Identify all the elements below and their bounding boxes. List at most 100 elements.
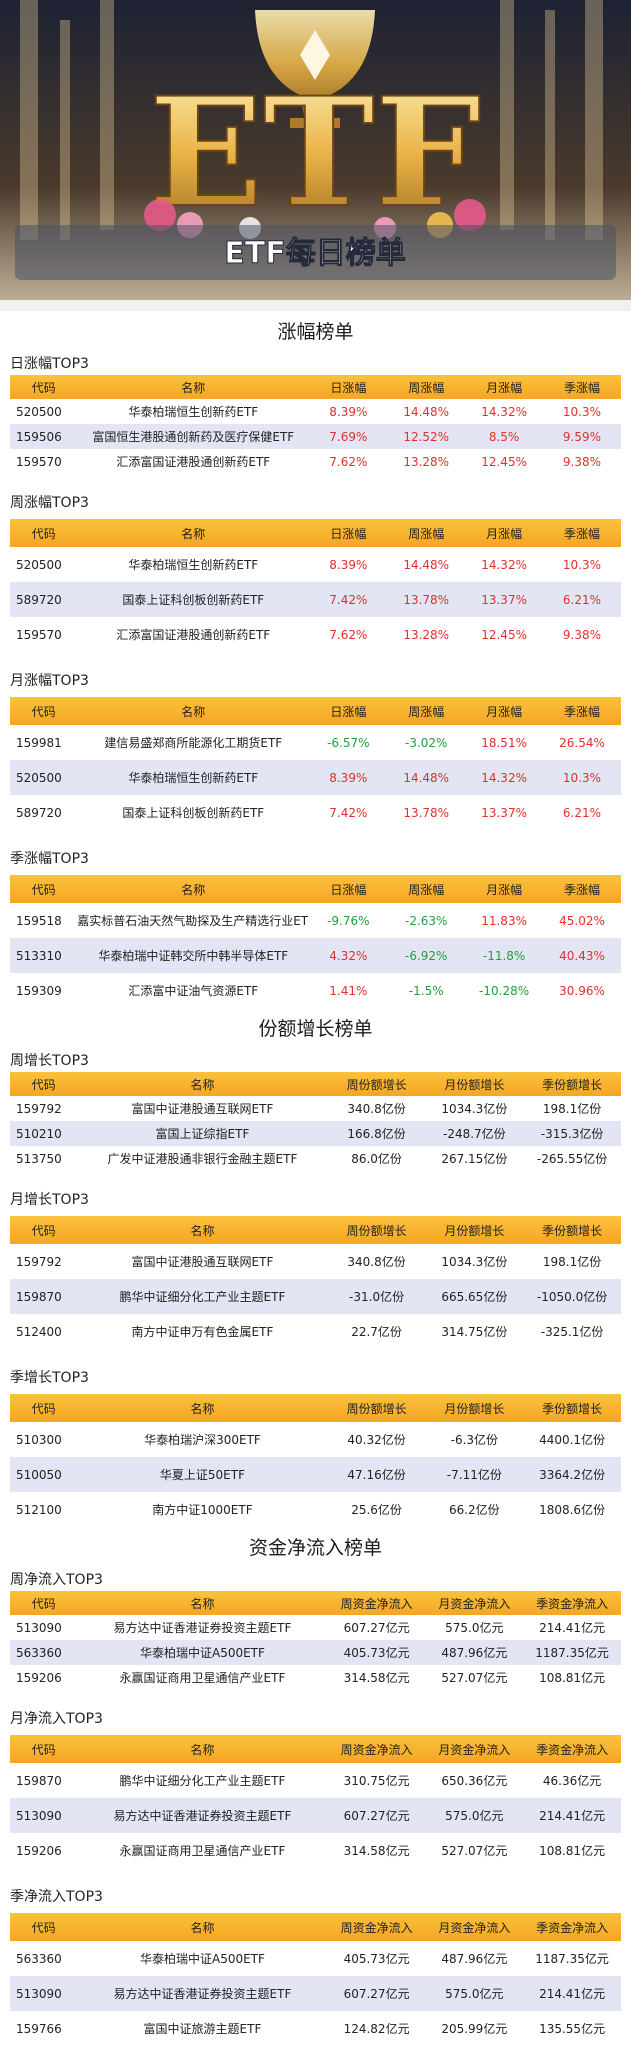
table-cell: 108.81亿元 — [539, 1844, 606, 1858]
header-cell: 季资金净流入 — [536, 1920, 609, 1935]
header-cell: 季资金净流入 — [536, 1596, 609, 1611]
header-cell: 名称 — [190, 1742, 215, 1757]
header-cell: 周涨幅 — [408, 526, 445, 541]
table-cell: 159870 — [16, 1289, 62, 1304]
header-cell: 周涨幅 — [408, 882, 445, 897]
table-row: 159518 嘉实标普石油天然气勘探及生产精选行业ETF -9.76% -2.63% 1… — [10, 903, 621, 938]
header-cell: 月份额增长 — [444, 1077, 505, 1092]
table-cell: 510300 — [16, 1432, 62, 1447]
section-title: 资金净流入榜单 — [248, 1537, 382, 1559]
table-cell: -6.92% — [404, 948, 448, 963]
header-cell: 代码 — [31, 1401, 56, 1416]
table-cell: 527.07亿元 — [441, 1844, 508, 1858]
header-cell: 周份额增长 — [346, 1223, 407, 1238]
table-row: 159570 汇添富国证港股通创新药ETF 7.62% 13.28% 12.45% 9.3… — [10, 617, 621, 652]
table-cell: -2.63% — [404, 913, 448, 928]
table-header: 代码 名称 周份额增长 月份额增长 季份额增长 — [10, 1072, 621, 1096]
table-cell: 富国上证综指ETF — [155, 1127, 250, 1141]
table-cell: 166.8亿份 — [347, 1127, 406, 1141]
table-cell: -31.0亿份 — [349, 1290, 405, 1304]
table-cell: 汇添富国证港股通创新药ETF — [116, 628, 271, 642]
table-cell: 华夏上证50ETF — [159, 1468, 245, 1482]
header-cell: 季份额增长 — [542, 1401, 603, 1416]
table-header: 代码 名称 日涨幅 周涨幅 月涨幅 季涨幅 — [10, 519, 621, 547]
table-cell: 159506 — [16, 429, 62, 444]
table-cell: 520500 — [16, 404, 62, 419]
header-cell: 代码 — [31, 882, 56, 897]
table-block: 周增长TOP3 代码 名称 周份额增长 月份额增长 季份额增长 159792 富国中证港股通互… — [0, 1047, 631, 1171]
table-cell: 易方达中证香港证券投资主题ETF — [113, 1621, 292, 1635]
table-cell: 1034.3亿份 — [441, 1102, 508, 1116]
table-cell: 1034.3亿份 — [441, 1255, 508, 1269]
table-row: 520500 华泰柏瑞恒生创新药ETF 8.39% 14.48% 14.32% 10.3% — [10, 760, 621, 795]
table-cell: -265.55亿份 — [536, 1152, 608, 1166]
page-title: ETF每日榜单 — [224, 236, 405, 271]
table-cell: 510050 — [16, 1467, 62, 1482]
table-cell: 22.7亿份 — [351, 1325, 402, 1339]
table-cell: -11.8% — [482, 948, 526, 963]
table: 代码 名称 周资金净流入 月资金净流入 季资金净流入 563360 华泰柏瑞中证A500ET… — [10, 1913, 621, 2046]
table-cell: 9.59% — [562, 429, 602, 444]
table-title: 日涨幅TOP3 — [10, 356, 89, 372]
table-cell: 华泰柏瑞中证A500ETF — [139, 1952, 265, 1966]
table-cell: 650.36亿元 — [441, 1774, 508, 1788]
table-cell: 8.5% — [488, 429, 520, 444]
table-block: 月涨幅TOP3 代码 名称 日涨幅 周涨幅 月涨幅 季涨幅 159981 建信易盛郑商所能源化工… — [0, 652, 631, 830]
header-cell: 代码 — [31, 1742, 56, 1757]
header-cell: 月份额增长 — [444, 1223, 505, 1238]
header-cell: 季资金净流入 — [536, 1742, 609, 1757]
table-cell: 45.02% — [559, 913, 605, 928]
table-cell: 13.78% — [403, 592, 450, 607]
header-cell: 周资金净流入 — [340, 1742, 413, 1757]
table-cell: 9.38% — [562, 627, 602, 642]
table-row: 513090 易方达中证香港证券投资主题ETF 607.27亿元 575.0亿元 214… — [10, 1976, 621, 2011]
table: 代码 名称 日涨幅 周涨幅 月涨幅 季涨幅 159981 建信易盛郑商所能源化工期货ETF -6… — [10, 697, 621, 830]
table-cell: 589720 — [16, 592, 62, 607]
table-cell: 7.42% — [329, 805, 368, 820]
table-block: 周净流入TOP3 代码 名称 周资金净流入 月资金净流入 季资金净流入 513090 易方达中… — [0, 1566, 631, 1690]
table-cell: 159570 — [16, 454, 62, 469]
table-cell: 4.32% — [329, 948, 368, 963]
table-cell: 314.75亿份 — [441, 1325, 508, 1339]
table-cell: 589720 — [16, 805, 62, 820]
table-row: 159792 富国中证港股通互联网ETF 340.8亿份 1034.3亿份 198.1亿… — [10, 1096, 621, 1121]
header-cell: 月涨幅 — [486, 882, 523, 897]
header-cell: 名称 — [190, 1223, 215, 1238]
table-row: 520500 华泰柏瑞恒生创新药ETF 8.39% 14.48% 14.32% 10.3% — [10, 399, 621, 424]
header-cell: 季涨幅 — [563, 882, 600, 897]
table-row: 159206 永赢国证商用卫星通信产业ETF 314.58亿元 527.07亿元 108… — [10, 1833, 621, 1868]
table-cell: 405.73亿元 — [343, 1646, 410, 1660]
table-cell: 14.32% — [481, 404, 527, 419]
table-cell: 512100 — [16, 1502, 62, 1517]
table-row: 510210 富国上证综指ETF 166.8亿份 -248.7亿份 -315.3亿份 — [10, 1121, 621, 1146]
table-cell: 嘉实标普石油天然气勘探及生产精选行业ETF — [77, 914, 310, 928]
table-cell: 159309 — [16, 983, 62, 998]
table-title: 月净流入TOP3 — [10, 1711, 103, 1727]
header-cell: 代码 — [31, 1920, 56, 1935]
table-row: 513090 易方达中证香港证券投资主题ETF 607.27亿元 575.0亿元 214… — [10, 1615, 621, 1640]
table: 代码 名称 周资金净流入 月资金净流入 季资金净流入 159870 鹏华中证细分化工产业主题… — [10, 1735, 621, 1868]
header-cell: 周资金净流入 — [340, 1596, 413, 1611]
table-cell: 86.0亿份 — [351, 1152, 402, 1166]
table-cell: 华泰柏瑞恒生创新药ETF — [128, 771, 259, 785]
table-cell: 30.96% — [559, 983, 605, 998]
table-cell: 华泰柏瑞恒生创新药ETF — [128, 558, 259, 572]
table-cell: 1.41% — [329, 983, 368, 998]
header-cell: 日涨幅 — [330, 882, 367, 897]
table-cell: 520500 — [16, 557, 62, 572]
table-cell: 607.27亿元 — [343, 1809, 410, 1823]
table-title: 周涨幅TOP3 — [10, 495, 89, 511]
table-row: 513090 易方达中证香港证券投资主题ETF 607.27亿元 575.0亿元 214… — [10, 1798, 621, 1833]
table-cell: -1050.0亿份 — [536, 1290, 608, 1304]
header-cell: 日涨幅 — [330, 704, 367, 719]
table-cell: 华泰柏瑞恒生创新药ETF — [128, 405, 259, 419]
table-cell: 9.38% — [562, 454, 602, 469]
table-cell: 3364.2亿份 — [539, 1468, 606, 1482]
section: 涨幅榜单 日涨幅TOP3 代码 名称 日涨幅 周涨幅 月涨幅 季涨幅 520500 华泰柏瑞恒生创… — [0, 311, 631, 1008]
section-title: 份额增长榜单 — [258, 1018, 373, 1040]
table-title: 季净流入TOP3 — [10, 1889, 103, 1905]
table-cell: 7.62% — [329, 454, 368, 469]
table-cell: 575.0亿元 — [445, 1621, 504, 1635]
table-row: 159981 建信易盛郑商所能源化工期货ETF -6.57% -3.02% 18.51%… — [10, 725, 621, 760]
table: 代码 名称 周份额增长 月份额增长 季份额增长 510300 华泰柏瑞沪深300ETF 40.… — [10, 1394, 621, 1527]
